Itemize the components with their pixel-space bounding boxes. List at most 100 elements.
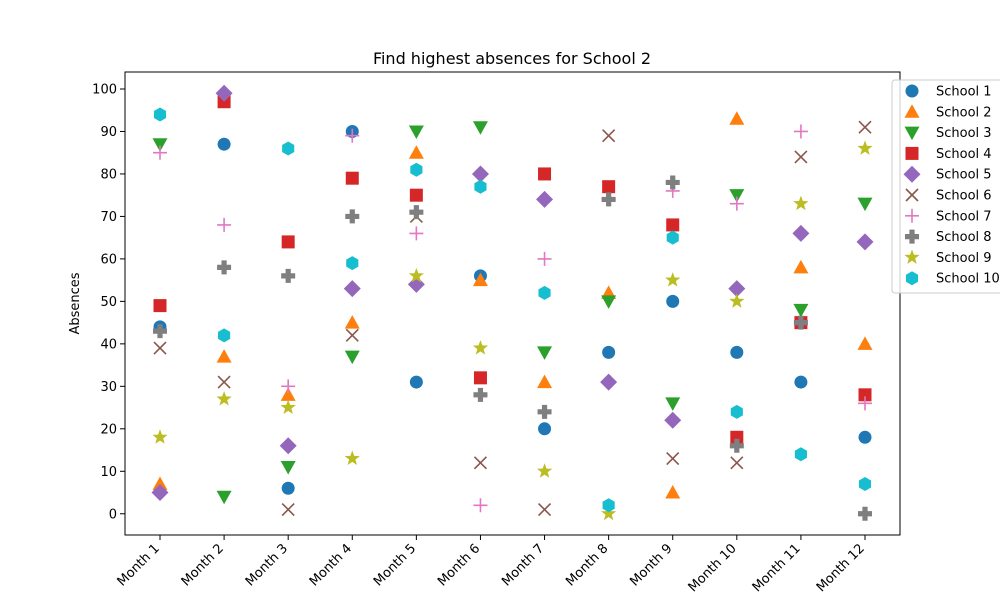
y-tick-label: 100 [92,82,117,97]
data-point [344,315,360,329]
legend-entry: School 2 [904,104,992,120]
legend-label: School 4 [936,147,992,162]
data-point [794,375,808,389]
data-point [794,447,807,462]
data-point [152,138,168,152]
data-point [218,328,231,343]
data-point [472,340,489,355]
data-point [858,430,872,444]
data-point [280,399,296,415]
series-school-1 [153,124,872,495]
data-point [153,107,167,122]
plot-area: 0 10 20 30 40 50 60 70 80 90 100 Month 1 Month 2 Mont… [92,71,901,595]
data-point [857,336,873,350]
legend-marker [905,146,919,160]
legend-marker [904,249,920,264]
data-point [858,506,872,521]
data-point [152,476,168,491]
legend-entry: School 6 [905,188,992,204]
data-point [216,490,232,505]
data-point [281,235,295,249]
legend-marker [903,165,921,183]
data-point [729,189,745,203]
data-point [409,375,423,389]
data-point [345,328,359,342]
series-school-9 [152,140,873,521]
legend-label: School 5 [936,168,992,183]
data-point [153,341,167,355]
plot-frame [124,71,901,536]
data-point [537,374,553,389]
data-point [473,371,487,385]
data-point [216,391,232,406]
data-point [665,272,681,287]
data-point [793,259,809,274]
data-point [793,303,809,318]
data-point [473,387,488,402]
legend-label: School 6 [936,189,992,204]
data-point [473,456,488,470]
data-point [793,195,809,211]
legend-marker [905,229,919,244]
data-point [153,324,167,339]
data-point [602,345,616,359]
legend-entry: School 4 [905,146,992,162]
data-point [217,217,232,232]
y-tick-label: 50 [100,295,117,310]
x-tick-label: Month 3 [243,541,291,589]
x-tick-label: Month 6 [435,541,483,589]
series-school-4 [153,95,872,444]
data-point [666,230,679,245]
data-point [730,456,744,470]
legend-label: School 7 [936,209,992,224]
series-school-5 [151,84,874,502]
data-point [151,484,169,502]
data-point [280,461,296,475]
series-school-8 [153,175,872,521]
data-point [793,315,808,330]
data-point [537,502,552,517]
data-point [281,268,296,283]
data-point [153,299,167,313]
legend-label: School 8 [936,230,992,245]
data-point [408,267,424,283]
x-tick-label: Month 9 [627,541,675,589]
legend-label: School 2 [936,105,992,120]
y-tick-label: 60 [100,252,117,267]
series-school-6 [153,120,872,517]
legend-entry: School 8 [905,229,992,245]
legend-entry: School 7 [905,208,992,224]
data-point [474,179,487,194]
data-point [410,162,423,177]
data-point [538,285,551,300]
legend-marker [905,208,919,223]
data-point [217,137,231,151]
x-tick-label: Month 11 [750,541,804,595]
legend-marker [905,188,919,202]
legend-marker [905,84,919,98]
data-point [729,438,744,453]
data-point [409,188,423,202]
data-point [666,294,680,308]
series-school-3 [152,121,873,505]
data-point [537,251,552,266]
y-tick-label: 20 [100,422,117,437]
data-point [217,260,232,275]
legend-label: School 9 [936,251,992,266]
data-point [345,128,360,143]
data-point [857,197,873,212]
series-school-10 [153,107,872,513]
legend: School 1 School 2 School 3 School 4 School 5… [891,79,1000,294]
data-point [345,171,359,185]
data-point [858,477,872,492]
data-point [666,451,680,466]
data-point [281,502,295,517]
data-point [409,205,424,220]
series-school-2 [152,111,873,499]
data-point [602,498,615,513]
x-tick-label: Month 2 [179,541,227,589]
data-point [346,256,359,271]
data-point [536,463,553,478]
data-point [280,387,296,401]
x-tick-label: Month 8 [563,541,611,589]
